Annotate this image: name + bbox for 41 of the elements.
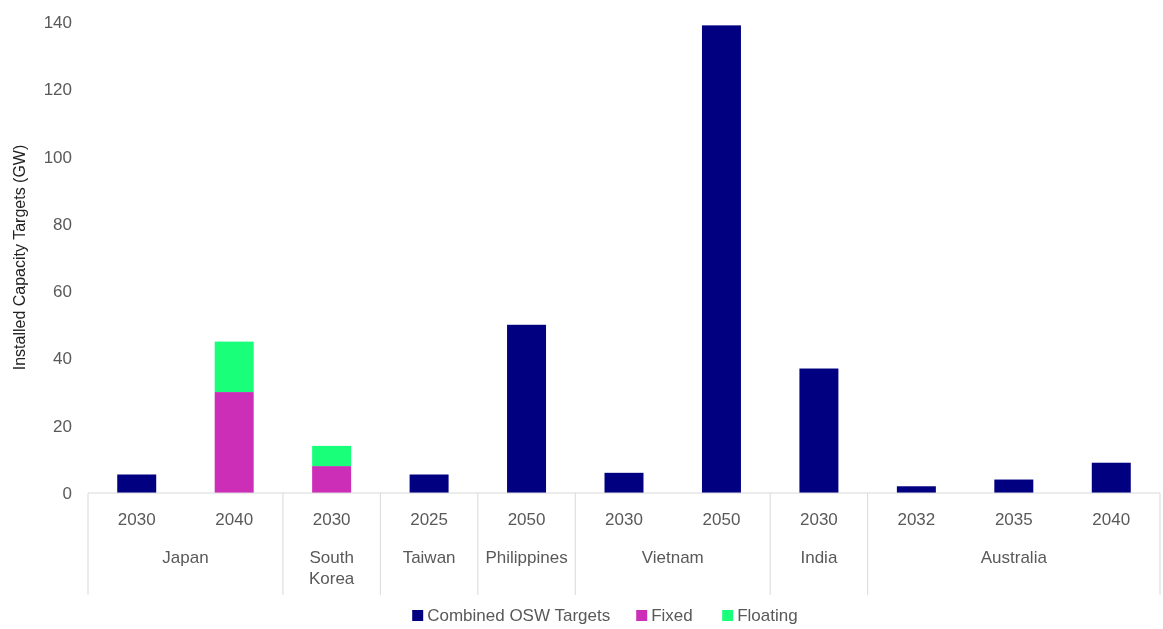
text: Japan [162,548,209,567]
text: India [800,548,838,567]
x-tick-label: 2040 [215,510,254,529]
x-tick-label: 2040 [1092,510,1131,529]
x-tick-label: 2030 [312,510,351,529]
text: South Korea [308,548,355,588]
y-tick-label: 0 [62,483,72,503]
y-tick-label: 120 [43,80,72,100]
x-tick-label: 2050 [702,510,741,529]
text: Philippines [485,548,568,567]
y-tick-label: 40 [53,349,72,369]
bar [214,341,254,393]
text: Taiwan [402,548,456,567]
y-tick-label: 60 [53,282,72,302]
bar [604,472,644,493]
bar [117,474,157,493]
bar [312,466,352,493]
legend-label: Fixed [651,606,693,625]
y-tick-label: 140 [43,12,72,32]
text: Vietnam [641,548,704,567]
bar [312,445,352,467]
x-tick-label: 2030 [800,510,838,529]
x-tick-label: 2030 [117,510,156,529]
legend-label: Combined OSW Targets [427,606,611,625]
x-tick-label: 2035 [994,510,1033,529]
x-tick-label: 2030 [605,510,643,529]
bar [507,324,547,493]
bar [799,368,839,493]
y-tick-label: 80 [53,214,72,234]
bar [701,25,741,493]
bar [409,474,449,493]
bar [214,392,254,493]
bar [1091,462,1131,493]
legend-label: Floating [737,606,798,625]
x-tick-label: 2032 [897,510,936,529]
y-tick-label: 100 [43,147,72,167]
y-tick-label: 20 [53,416,72,436]
text: Australia [980,548,1048,567]
x-tick-label: 2025 [410,510,448,529]
x-tick-label: 2050 [507,510,546,529]
y-axis-title: Installed Capacity Targets (GW) [11,144,28,371]
